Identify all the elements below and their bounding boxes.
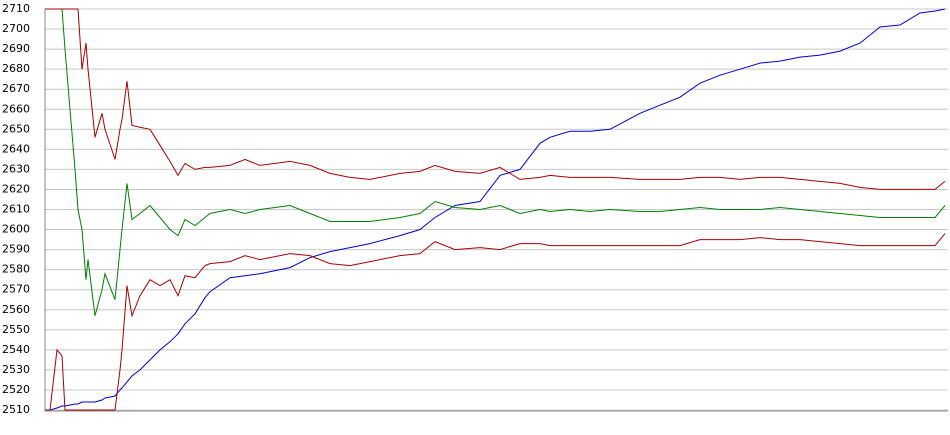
y-tick-label: 2520 <box>2 383 30 396</box>
y-tick-label: 2620 <box>2 182 30 195</box>
y-tick-label: 2550 <box>2 323 30 336</box>
y-tick-label: 2540 <box>2 343 30 356</box>
y-tick-label: 2510 <box>2 403 30 416</box>
y-tick-label: 2650 <box>2 122 30 135</box>
y-tick-label: 2660 <box>2 102 30 115</box>
y-tick-label: 2610 <box>2 203 30 216</box>
y-tick-label: 2710 <box>2 2 30 15</box>
y-tick-label: 2590 <box>2 243 30 256</box>
y-tick-label: 2630 <box>2 162 30 175</box>
y-tick-label: 2640 <box>2 142 30 155</box>
y-tick-label: 2690 <box>2 42 30 55</box>
y-tick-label: 2530 <box>2 363 30 376</box>
y-tick-label: 2670 <box>2 82 30 95</box>
series-line <box>61 8 946 316</box>
series-line <box>45 233 946 411</box>
series-line <box>45 8 946 190</box>
y-tick-label: 2680 <box>2 62 30 75</box>
y-tick-label: 2600 <box>2 223 30 236</box>
series-line <box>45 8 946 411</box>
y-tick-label: 2580 <box>2 263 30 276</box>
y-tick-label: 2700 <box>2 22 30 35</box>
y-tick-label: 2570 <box>2 283 30 296</box>
y-tick-label: 2560 <box>2 303 30 316</box>
